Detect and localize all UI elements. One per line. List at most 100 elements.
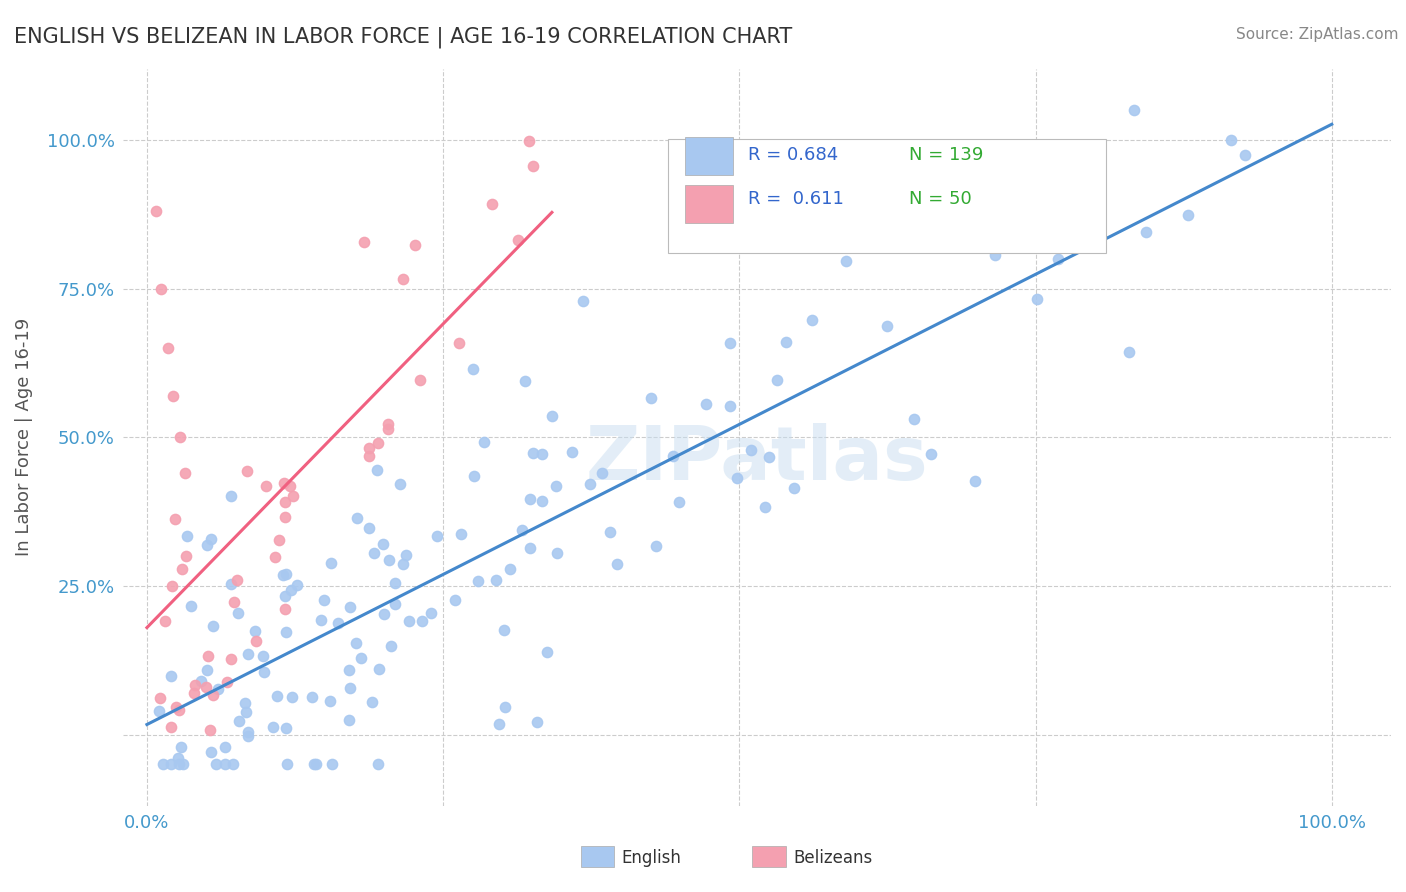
Point: [903, 412, 925, 426]
Point: [236, 464, 259, 478]
Point: [668, 495, 690, 509]
Point: [517, 134, 540, 148]
Point: [319, 694, 342, 708]
Point: [149, 691, 172, 706]
Point: [264, 550, 287, 565]
Point: [226, 606, 249, 620]
Point: [481, 197, 503, 211]
Point: [531, 446, 554, 460]
Point: [783, 482, 806, 496]
Point: [472, 435, 495, 450]
Point: [695, 397, 717, 411]
Point: [312, 593, 335, 607]
Point: [160, 757, 183, 772]
Point: [1135, 225, 1157, 239]
Point: [419, 606, 441, 620]
FancyBboxPatch shape: [685, 185, 733, 223]
Text: N = 50: N = 50: [910, 190, 972, 208]
Point: [344, 636, 367, 650]
Point: [546, 545, 568, 559]
Point: [280, 479, 302, 493]
Point: [169, 430, 191, 444]
Point: [536, 645, 558, 659]
Point: [377, 422, 399, 436]
Point: [339, 681, 361, 695]
Point: [384, 575, 406, 590]
Point: [540, 409, 562, 423]
Point: [606, 557, 628, 571]
Point: [1234, 148, 1257, 162]
Point: [725, 471, 748, 485]
Point: [150, 282, 173, 296]
Point: [174, 549, 197, 563]
Point: [162, 579, 184, 593]
Point: [285, 578, 308, 592]
Point: [176, 529, 198, 543]
Point: [200, 533, 222, 547]
Point: [1219, 132, 1241, 146]
Point: [148, 704, 170, 718]
Point: [271, 567, 294, 582]
Point: [391, 271, 413, 285]
Point: [920, 447, 942, 461]
Point: [353, 235, 375, 250]
Point: [361, 695, 384, 709]
Point: [1118, 344, 1140, 359]
Text: R =  0.611: R = 0.611: [748, 190, 844, 208]
Point: [273, 602, 295, 616]
Point: [173, 466, 195, 480]
Point: [152, 757, 174, 772]
Point: [718, 336, 741, 351]
Point: [891, 181, 914, 195]
Point: [238, 725, 260, 739]
Point: [200, 723, 222, 737]
Point: [167, 703, 190, 717]
Point: [245, 633, 267, 648]
Point: [494, 623, 516, 637]
Point: [197, 649, 219, 664]
Point: [371, 537, 394, 551]
Point: [219, 652, 242, 666]
Point: [572, 293, 595, 308]
FancyBboxPatch shape: [685, 137, 733, 176]
Point: [766, 373, 789, 387]
Point: [274, 510, 297, 524]
Point: [283, 490, 305, 504]
Point: [599, 525, 621, 540]
Point: [195, 538, 218, 552]
Point: [546, 479, 568, 493]
Point: [510, 523, 533, 537]
Point: [214, 757, 236, 772]
Text: Belizeans: Belizeans: [793, 849, 872, 867]
Point: [226, 573, 249, 587]
Point: [467, 574, 489, 588]
Point: [363, 546, 385, 560]
Point: [591, 466, 613, 480]
Point: [561, 445, 583, 459]
Point: [274, 721, 297, 735]
Point: [302, 757, 325, 772]
Point: [207, 681, 229, 696]
Point: [1177, 208, 1199, 222]
Point: [224, 595, 246, 609]
Point: [966, 181, 988, 195]
Point: [337, 663, 360, 677]
Point: [426, 529, 449, 543]
Point: [214, 739, 236, 754]
Point: [319, 556, 342, 570]
FancyBboxPatch shape: [668, 138, 1105, 253]
Point: [339, 600, 361, 615]
Point: [195, 663, 218, 677]
Text: R = 0.684: R = 0.684: [748, 145, 838, 164]
Point: [775, 335, 797, 350]
Point: [236, 647, 259, 661]
Point: [395, 548, 418, 562]
Point: [269, 533, 291, 548]
Point: [200, 745, 222, 759]
Point: [488, 717, 510, 731]
Point: [526, 714, 548, 729]
Text: ZIPatlas: ZIPatlas: [586, 423, 928, 496]
Point: [392, 557, 415, 571]
Point: [368, 662, 391, 676]
Point: [398, 614, 420, 628]
